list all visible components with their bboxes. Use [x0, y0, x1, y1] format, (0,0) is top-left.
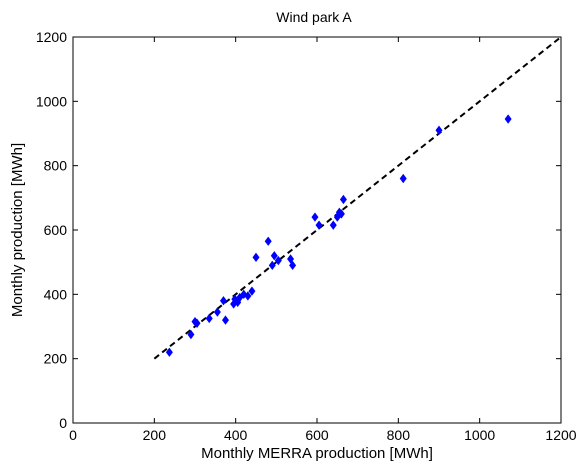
y-tick-label: 1000 [36, 93, 67, 109]
data-point [311, 212, 319, 222]
data-point [339, 194, 347, 205]
y-tick-label: 200 [44, 351, 68, 367]
y-tick-label: 800 [44, 158, 68, 174]
x-tick-label: 200 [143, 427, 167, 443]
axis-ticks: 0 200 400 600 800 1000 1200 0 200 400 600 800 1000 12… [36, 29, 577, 443]
x-tick-label: 1200 [545, 427, 576, 443]
data-point [193, 318, 201, 328]
data-point [315, 220, 323, 230]
data-point [287, 254, 295, 264]
data-point [270, 251, 278, 261]
data-point [244, 291, 252, 301]
data-point [274, 255, 282, 266]
x-tick-label: 1000 [464, 427, 495, 443]
x-tick-label: 600 [305, 427, 329, 443]
reference-line-group [153, 36, 562, 360]
y-tick-label: 400 [44, 286, 68, 302]
x-axis-label: Monthly MERRA production [MWh] [201, 445, 433, 462]
data-point [165, 347, 173, 357]
data-point [435, 125, 443, 135]
y-tick-label: 600 [44, 222, 68, 238]
data-point [399, 173, 407, 184]
y-tick-label: 0 [59, 415, 67, 431]
data-point [222, 315, 229, 325]
chart-title: Wind park A [276, 9, 352, 25]
x-tick-label: 0 [69, 427, 77, 443]
data-point [289, 260, 297, 271]
data-point [248, 286, 256, 296]
data-point [329, 220, 337, 230]
reference-line [153, 36, 562, 360]
data-point [213, 307, 221, 317]
x-tick-label: 400 [224, 427, 248, 443]
data-point [205, 313, 213, 324]
data-point [337, 209, 345, 219]
data-point [268, 260, 276, 271]
data-point [252, 252, 260, 263]
y-axis-label: Monthly production [MWh] [9, 143, 26, 317]
data-point [187, 329, 195, 340]
data-point [504, 114, 512, 124]
y-tick-label: 1200 [36, 29, 67, 45]
data-point [219, 296, 227, 306]
data-point [264, 236, 272, 246]
data-points [165, 114, 512, 357]
x-tick-label: 800 [387, 427, 411, 443]
